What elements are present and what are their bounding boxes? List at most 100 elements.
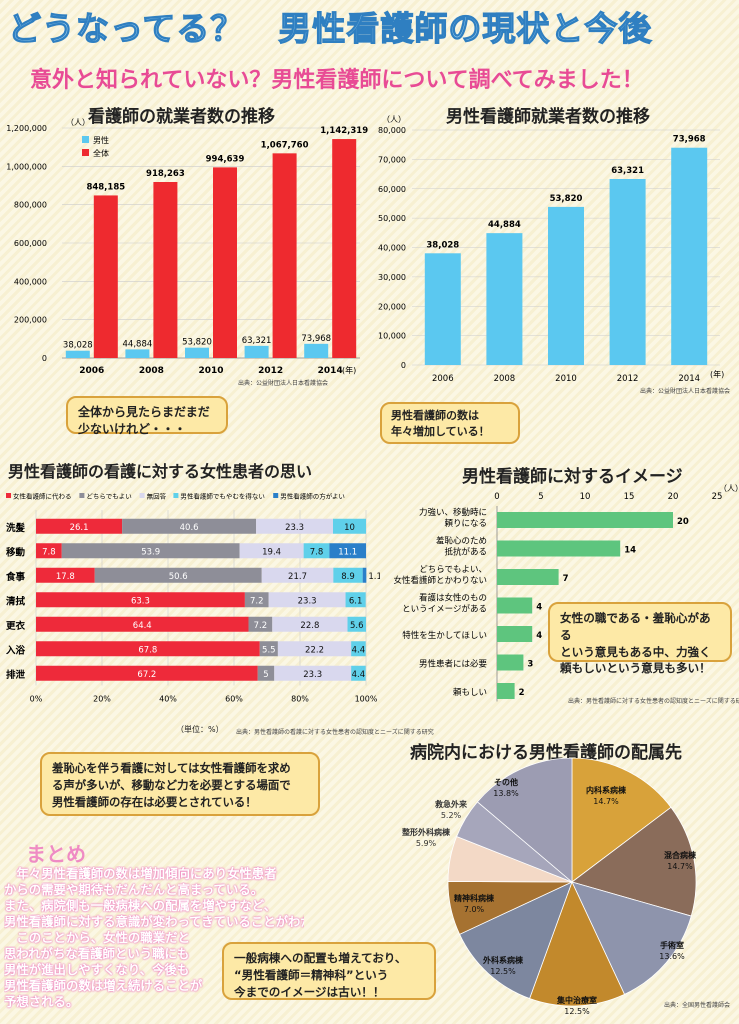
data-label-total: 994,639: [206, 154, 245, 164]
x-tick-label: 25: [712, 492, 723, 502]
summary-heading: まとめ: [26, 842, 86, 866]
segment-label: 11.1: [338, 547, 357, 557]
chart3-source: 出典：男性看護師の看護に対する女性患者の認知度とニーズに関する研究: [236, 729, 434, 736]
x-tick-label: 2014: [678, 374, 700, 384]
bubble-line: 年々増加している！: [391, 424, 490, 438]
data-label: 38,028: [426, 240, 459, 250]
legend-swatch: [6, 493, 11, 498]
stacked-segment: [61, 543, 240, 559]
slice-percent: 14.7%: [593, 797, 619, 806]
stacked-segment: [345, 592, 366, 608]
legend-label: 男性看護師の方がよい: [280, 492, 345, 501]
x-tick-label: 20: [668, 492, 679, 502]
segment-label: 63.3: [131, 596, 150, 606]
chart5-comment-bubble: 一般病棟への配置も増えており、 “男性看護師＝精神科”という 今までのイメージは…: [222, 942, 436, 1000]
chart5-source: 出典：全国男性看護師会: [664, 1002, 731, 1009]
x-tick-label: 0: [494, 492, 499, 502]
chart5-svg: 内科系病棟 14.7% 混合病棟 14.7% 手術室 13.6% 集中治療室 12.5% 外科系…: [401, 758, 697, 1016]
slice-percent: 13.6%: [659, 952, 685, 961]
category-label: 力強い、移動時に: [419, 507, 487, 518]
data-label: 20: [677, 517, 689, 527]
x-tick-label: 0%: [30, 695, 43, 704]
data-label: 53,820: [550, 194, 583, 204]
slice-percent: 7.0%: [464, 905, 485, 914]
bubble-line: “男性看護師＝精神科”という: [234, 967, 389, 982]
data-label: 2: [519, 688, 525, 698]
row-label: 更衣: [6, 620, 26, 632]
slice-percent: 5.2%: [441, 811, 462, 820]
data-label: 63,321: [611, 166, 644, 176]
segment-label: 22.2: [305, 645, 324, 655]
bar: [497, 626, 533, 642]
x-tick-label: 40%: [159, 695, 177, 704]
y-tick-label: 1,200,000: [6, 124, 47, 133]
legend-swatch: [173, 493, 179, 498]
bar: [486, 233, 523, 365]
segment-label: 23.3: [303, 670, 322, 680]
segment-label: 26.1: [70, 523, 89, 533]
bar: [497, 540, 621, 557]
stacked-segment: [303, 543, 330, 559]
legend-swatch: [82, 136, 89, 143]
row-label: 移動: [6, 546, 26, 558]
segment-label: 53.9: [141, 547, 160, 557]
chart2-svg: （人） 0 10,000 20,000 30,000 40,000 50,000 60,000…: [378, 115, 724, 384]
slice-percent: 14.7%: [667, 862, 693, 871]
legend-swatch: [79, 493, 85, 498]
bar-total: [153, 181, 178, 358]
bar: [671, 147, 708, 365]
x-tick-label: 5: [538, 492, 543, 502]
x-tick-label: 15: [624, 492, 635, 502]
segment-label: 4.4: [352, 645, 366, 655]
y-tick-label: 400,000: [14, 277, 47, 286]
chart4-comment-bubble: 女性の職である・羞恥心がある という意見もある中、力強く 頼もしいという意見も多…: [548, 602, 732, 675]
category-label: 特性を生かしてほしい: [402, 630, 487, 641]
segment-label: 67.8: [138, 645, 157, 655]
chart1-svg: （人） 0 200,000 400,000 600,000 800,000 1,000,00…: [6, 118, 368, 376]
slice-label: 混合病棟: [664, 850, 697, 860]
y-tick-label: 40,000: [378, 244, 406, 253]
bar: [497, 597, 533, 614]
slice-label: 手術室: [660, 940, 684, 950]
x-axis-unit: (年): [342, 365, 356, 375]
category-label: 頼りになる: [444, 519, 487, 529]
chart1-comment-bubble: 全体から見たらまだまだ 少ないけれど・・・: [66, 396, 228, 436]
bar: [497, 512, 673, 528]
segment-label: 19.4: [262, 547, 281, 557]
summary-line: また、病院側も一般病棟への配属を増やすなど、: [4, 898, 276, 913]
legend-label: どちらでもよい: [86, 493, 131, 501]
data-label: 14: [624, 546, 636, 556]
category-label: どちらでもよい、: [419, 565, 487, 575]
category-label: 頼もしい: [453, 688, 487, 698]
legend-label: 全体: [93, 148, 109, 158]
data-label-total: 848,185: [86, 182, 125, 192]
segment-label: 8.9: [341, 572, 355, 582]
summary-line: 年々男性看護師の数は増加傾向にあり女性患者: [4, 866, 277, 881]
x-tick-label: 80%: [291, 695, 309, 704]
poster-subtitle: 意外と知られていない？男性看護師について調べてみました！: [30, 68, 644, 93]
bar: [609, 178, 646, 365]
bubble-line: 羞恥心を伴う看護に対しては女性看護師を求め: [52, 761, 291, 775]
chart1-source: 出典：公益財団法人日本看護協会: [238, 380, 329, 387]
bar: [497, 569, 559, 585]
chart3-comment-bubble: 羞恥心を伴う看護に対しては女性看護師を求め る声が多いが、移動など力を必要とする…: [40, 752, 320, 816]
x-axis-unit: (年): [710, 369, 724, 379]
stacked-segment: [333, 518, 366, 534]
bubble-line: 男性看護師の存在は必要とされている！: [52, 795, 257, 810]
y-tick-label: 30,000: [378, 273, 406, 282]
summary-line: 思われがちな看護師という職にも: [4, 946, 190, 961]
stacked-segment: [259, 641, 278, 657]
bubble-line: る声が多いが、移動など力を必要とする場面で: [52, 778, 291, 793]
pie-slice: [571, 806, 697, 917]
segment-label: 21.7: [288, 572, 307, 582]
x-tick-label: 2010: [555, 374, 577, 384]
x-tick-label: 2010: [198, 366, 223, 376]
segment-label: 6.1: [349, 596, 363, 606]
x-tick-label: 2012: [617, 374, 639, 384]
bar-male: [65, 350, 90, 358]
stacked-segment: [36, 543, 62, 559]
stacked-segment: [277, 641, 352, 657]
pie-slice: [571, 881, 692, 995]
y-tick-label: 70,000: [378, 155, 406, 164]
